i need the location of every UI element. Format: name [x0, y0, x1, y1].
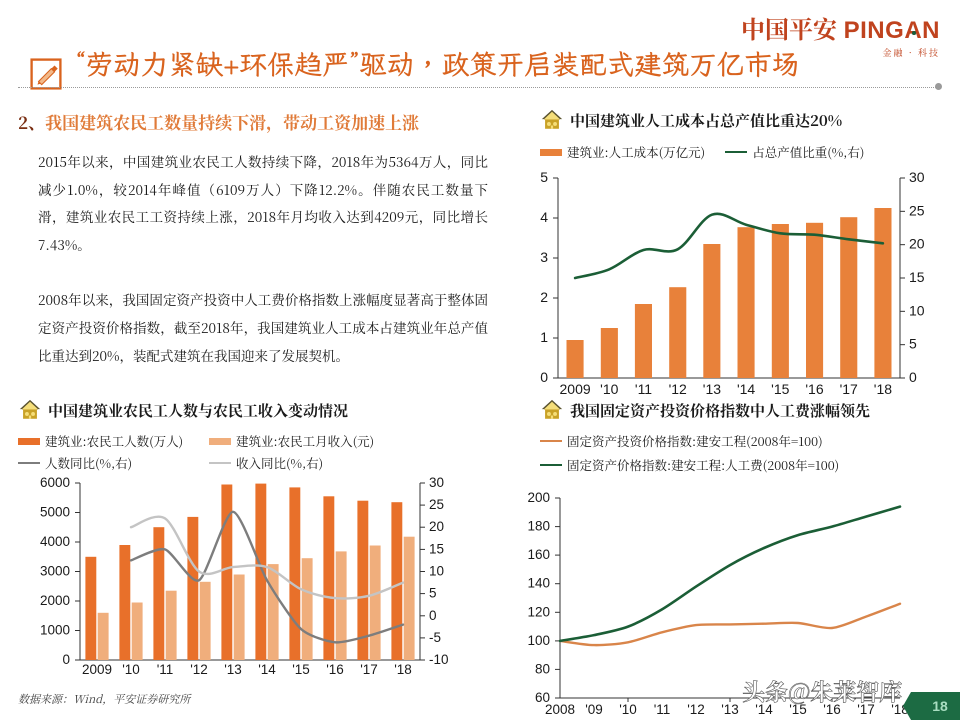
svg-text:'16: '16 [326, 662, 344, 677]
svg-text:'16: '16 [805, 381, 823, 395]
svg-text:'11: '11 [157, 662, 174, 677]
svg-text:-10: -10 [429, 652, 449, 667]
svg-text:'13: '13 [224, 662, 242, 677]
svg-text:180: 180 [527, 519, 550, 534]
svg-text:5: 5 [540, 170, 548, 185]
svg-text:0: 0 [909, 369, 917, 385]
svg-text:0: 0 [540, 369, 548, 385]
svg-text:'13: '13 [721, 702, 739, 717]
svg-text:2009: 2009 [82, 662, 112, 677]
svg-text:'09: '09 [585, 702, 603, 717]
svg-text:2008: 2008 [545, 702, 575, 717]
svg-text:4000: 4000 [40, 534, 70, 549]
svg-text:'10: '10 [122, 662, 140, 677]
svg-text:15: 15 [429, 541, 444, 556]
svg-text:'15: '15 [292, 662, 310, 677]
svg-text:80: 80 [535, 661, 550, 676]
svg-text:30: 30 [909, 170, 925, 185]
svg-text:3000: 3000 [40, 564, 70, 579]
svg-text:160: 160 [527, 547, 550, 562]
svg-text:2: 2 [540, 289, 548, 305]
svg-text:'14: '14 [258, 662, 276, 677]
svg-text:'11: '11 [635, 381, 652, 395]
svg-text:5000: 5000 [40, 505, 70, 520]
svg-text:5: 5 [909, 336, 917, 352]
svg-text:20: 20 [909, 236, 925, 252]
svg-text:'10: '10 [619, 702, 637, 717]
svg-text:15: 15 [909, 269, 925, 285]
svg-text:2009: 2009 [560, 381, 591, 395]
svg-text:4: 4 [540, 209, 548, 225]
svg-text:'17: '17 [840, 381, 858, 395]
svg-text:10: 10 [909, 302, 925, 318]
svg-text:'11: '11 [654, 702, 671, 717]
svg-text:30: 30 [429, 475, 444, 490]
svg-text:'17: '17 [360, 662, 378, 677]
svg-text:100: 100 [527, 633, 550, 648]
svg-text:-5: -5 [429, 630, 441, 645]
svg-text:25: 25 [909, 202, 925, 218]
svg-text:'18: '18 [874, 381, 892, 395]
svg-text:10: 10 [429, 564, 444, 579]
svg-text:0: 0 [429, 608, 437, 623]
svg-text:120: 120 [527, 604, 550, 619]
svg-text:'15: '15 [771, 381, 789, 395]
svg-text:'12: '12 [687, 702, 705, 717]
svg-text:'12: '12 [669, 381, 687, 395]
svg-text:200: 200 [527, 490, 550, 505]
svg-text:'13: '13 [703, 381, 721, 395]
svg-text:2000: 2000 [40, 593, 70, 608]
svg-text:1: 1 [540, 329, 548, 345]
svg-text:'18: '18 [394, 662, 412, 677]
svg-text:'12: '12 [190, 662, 208, 677]
svg-text:1000: 1000 [40, 623, 70, 638]
svg-text:3: 3 [540, 249, 548, 265]
svg-text:0: 0 [62, 652, 70, 667]
svg-text:20: 20 [429, 519, 444, 534]
svg-text:6000: 6000 [40, 475, 70, 490]
svg-text:5: 5 [429, 586, 437, 601]
svg-text:18: 18 [932, 698, 948, 714]
svg-text:'10: '10 [600, 381, 618, 395]
svg-text:'14: '14 [737, 381, 755, 395]
svg-text:25: 25 [429, 497, 444, 512]
svg-text:140: 140 [527, 576, 550, 591]
